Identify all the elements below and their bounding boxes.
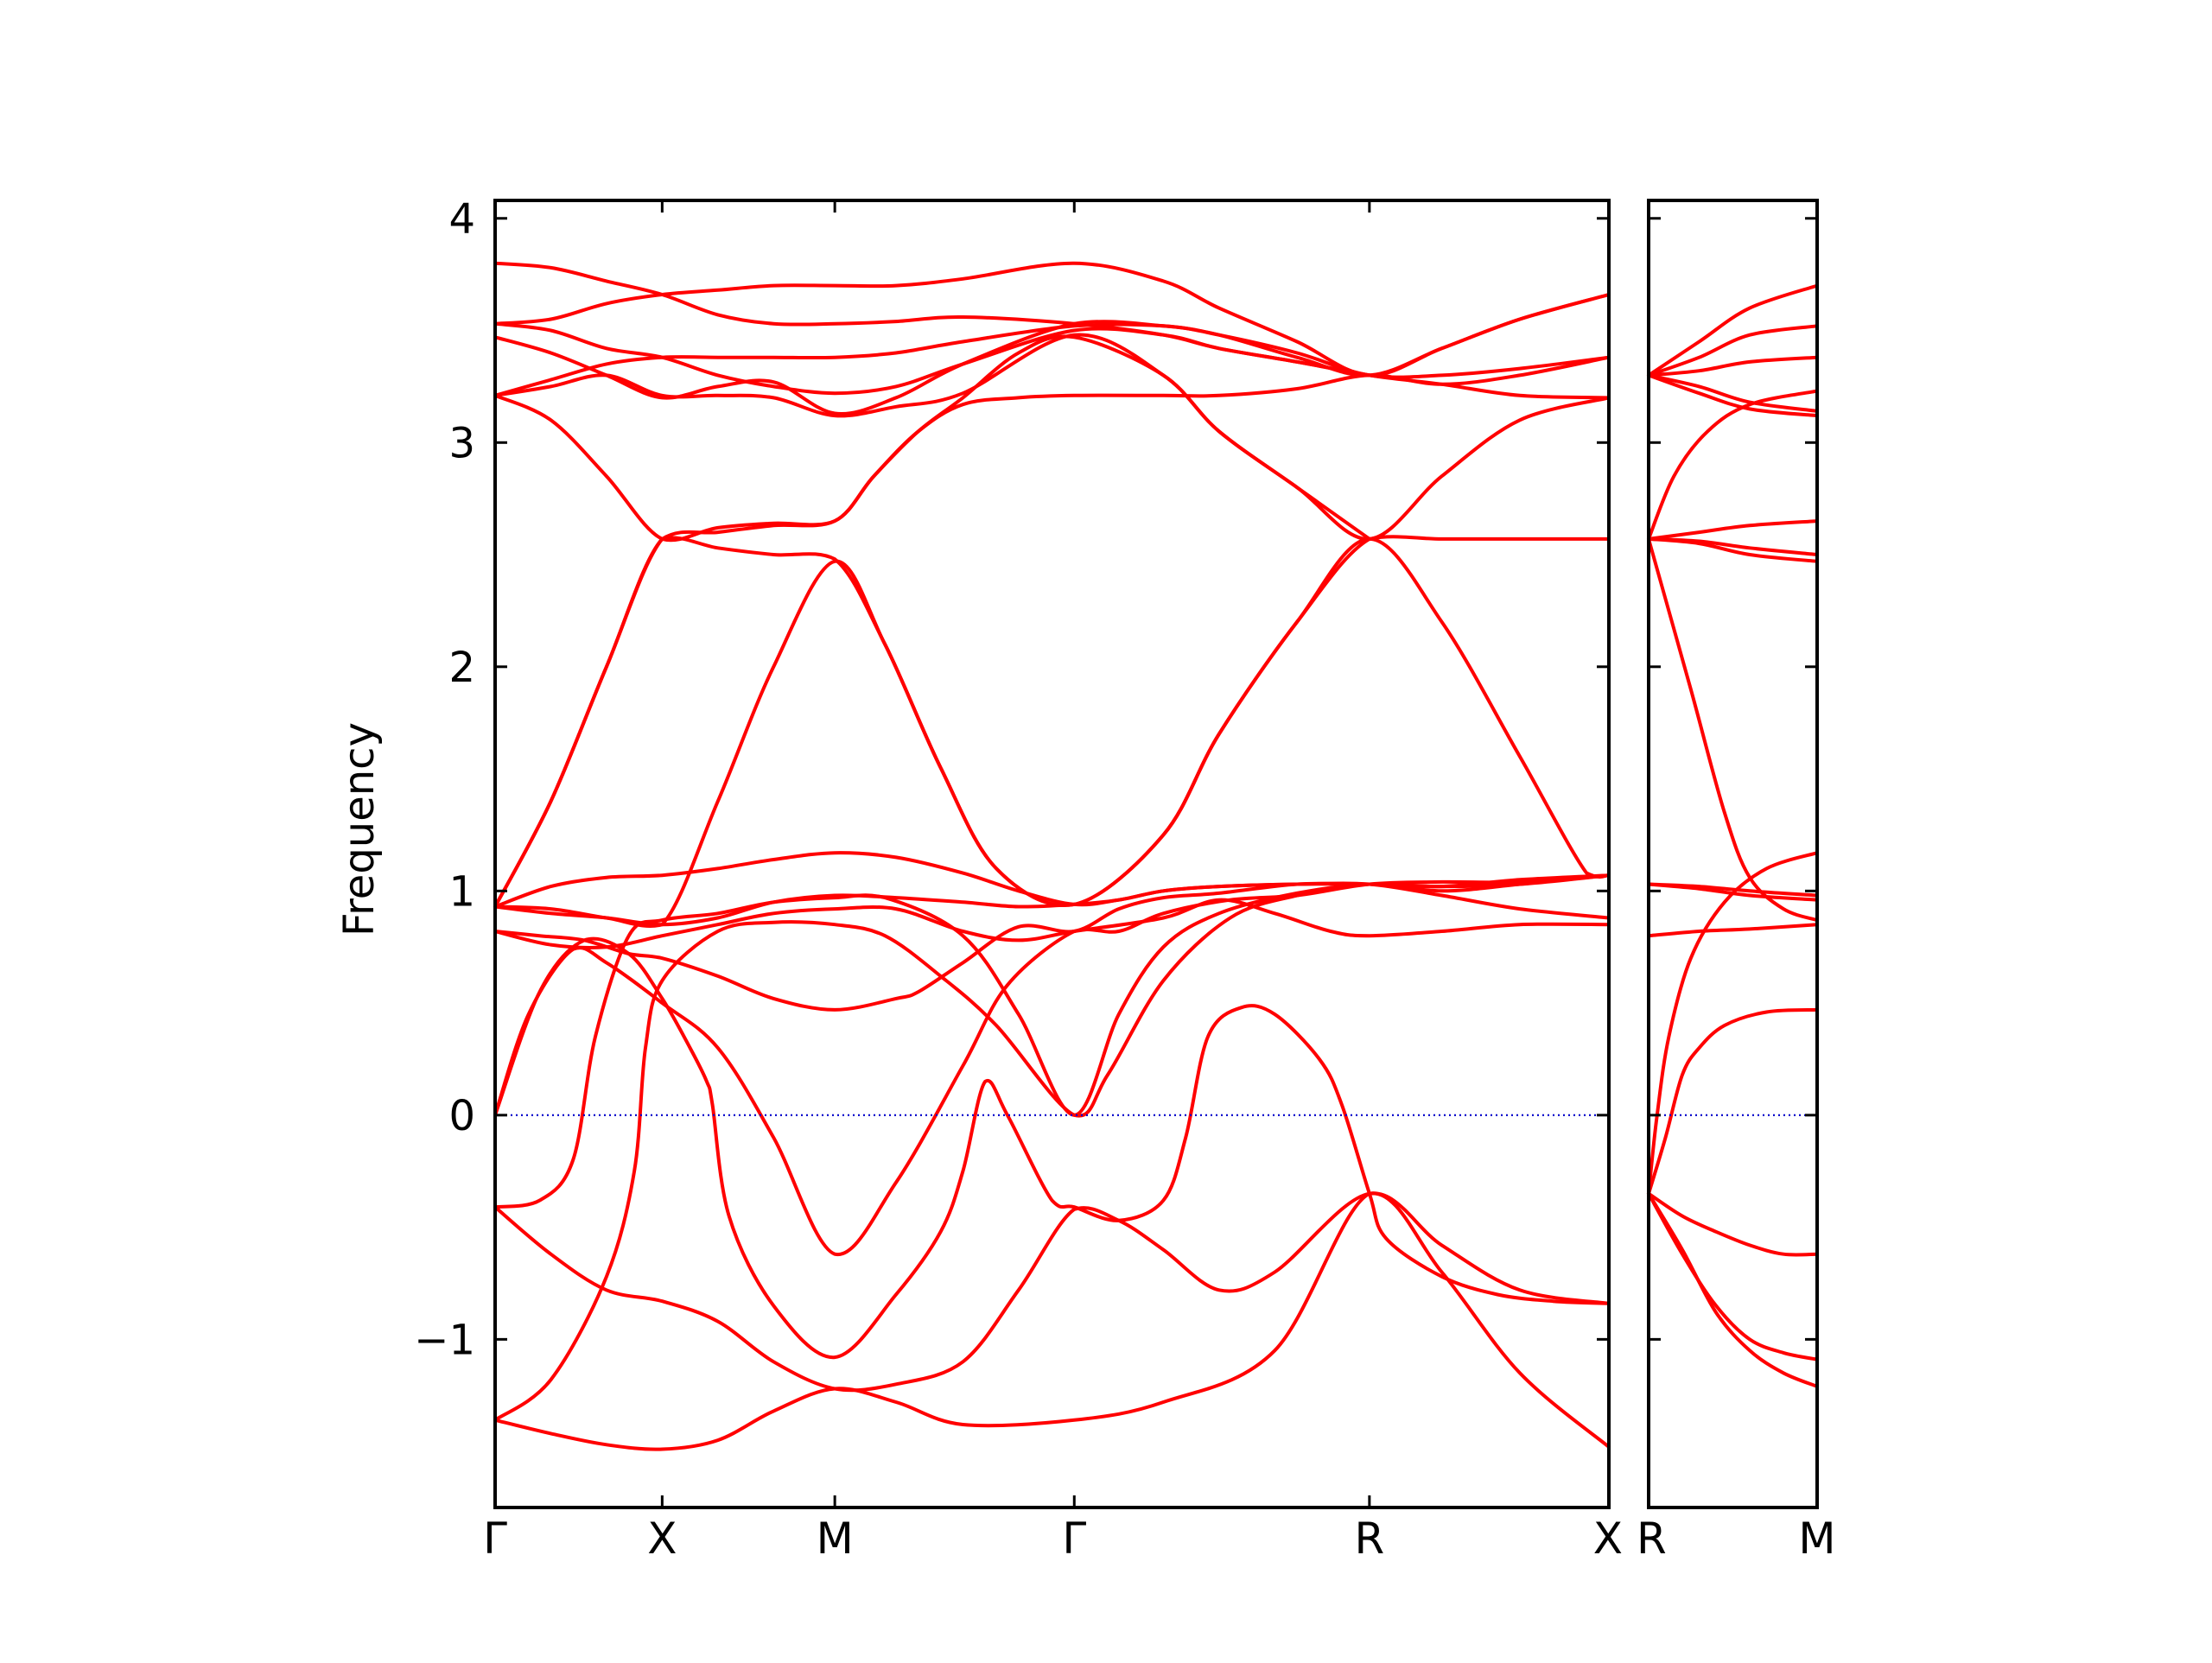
band-line-2-1 — [1647, 1191, 1819, 1388]
band-line-1-15 — [493, 333, 1371, 541]
band-panel-1 — [493, 261, 1611, 1451]
x-tick-label-2-1: M — [1798, 1514, 1835, 1564]
band-line-1-4 — [493, 1191, 1611, 1393]
band-line-2-13 — [1647, 389, 1819, 541]
band-line-1-1 — [493, 1191, 1611, 1451]
band-line-2-6 — [1647, 923, 1819, 938]
band-line-1-11 — [493, 355, 1611, 909]
band-line-2-16 — [1647, 355, 1819, 378]
band-line-1-8 — [493, 898, 1611, 949]
bands-layer — [493, 261, 1819, 1451]
y-tick-label-3: 2 — [448, 644, 475, 692]
band-line-2-18 — [1647, 283, 1819, 378]
y-tick-label-5: 4 — [448, 195, 475, 244]
x-tick-label-1-3: Γ — [1062, 1514, 1086, 1564]
band-line-1-14 — [493, 334, 1611, 543]
band-line-1-19 — [493, 321, 1611, 400]
band-line-2-8 — [1647, 882, 1819, 902]
band-line-1-13 — [493, 536, 1611, 928]
band-line-2-4 — [1647, 1007, 1819, 1196]
x-tick-label-1-0: Γ — [483, 1514, 507, 1564]
band-line-1-20 — [493, 261, 1371, 378]
band-line-2-15 — [1647, 373, 1819, 413]
band-line-2-10 — [1647, 536, 1819, 563]
band-line-1-10 — [493, 851, 1611, 909]
panel-frame-2 — [1647, 199, 1819, 1509]
x-tick-label-1-5: X — [1593, 1514, 1623, 1564]
y-tick-label-1: 0 — [448, 1092, 475, 1140]
band-line-2-3 — [1647, 1191, 1819, 1257]
band-line-1-12 — [493, 535, 1611, 909]
band-line-1-18 — [493, 261, 1611, 378]
panel-frame-1 — [493, 199, 1611, 1509]
band-line-2-9 — [1647, 536, 1819, 923]
x-tick-label-1-4: R — [1354, 1514, 1384, 1564]
band-line-2-17 — [1647, 324, 1819, 378]
y-axis-label: Frequency — [335, 722, 384, 936]
y-tick-label-2: 1 — [448, 867, 475, 916]
band-line-2-2 — [1647, 1191, 1819, 1362]
band-line-2-12 — [1647, 519, 1819, 541]
x-tick-label-2-0: R — [1637, 1514, 1667, 1564]
band-line-1-6 — [493, 936, 1611, 1360]
x-tick-label-1-2: M — [817, 1514, 854, 1564]
x-tick-label-1-1: X — [647, 1514, 677, 1564]
band-line-2-14 — [1647, 373, 1819, 418]
band-panel-2 — [1647, 283, 1819, 1388]
y-tick-label-0: −1 — [414, 1316, 475, 1364]
y-tick-label-4: 3 — [448, 419, 475, 467]
band-line-2-11 — [1647, 536, 1819, 556]
